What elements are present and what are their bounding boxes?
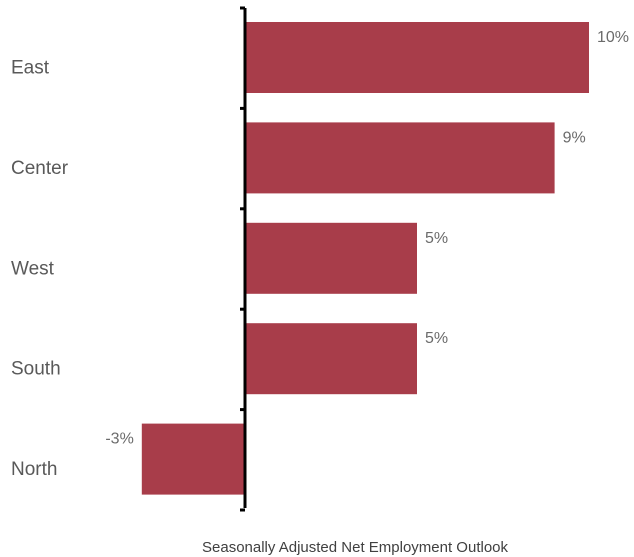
category-label-south: South — [11, 359, 61, 380]
data-label-north: -3% — [105, 431, 133, 448]
data-label-east: 10% — [597, 29, 629, 46]
bar-south — [245, 323, 417, 395]
data-labels: 10% 9% 5% 5% -3% — [105, 29, 629, 448]
category-label-north: North — [11, 459, 57, 480]
bar-east — [245, 22, 589, 93]
category-label-west: West — [11, 258, 55, 279]
bar-north — [141, 423, 245, 495]
data-label-south: 5% — [425, 330, 448, 347]
data-label-center: 9% — [563, 129, 586, 146]
category-label-east: East — [11, 58, 50, 79]
bars-group — [141, 22, 589, 495]
category-labels: East Center West South North — [11, 58, 69, 481]
x-axis-title: Seasonally Adjusted Net Employment Outlo… — [202, 539, 508, 556]
category-axis — [240, 6, 247, 512]
category-label-center: Center — [11, 158, 69, 179]
data-label-west: 5% — [425, 230, 448, 247]
bar-center — [245, 122, 555, 194]
bar-west — [245, 222, 417, 294]
